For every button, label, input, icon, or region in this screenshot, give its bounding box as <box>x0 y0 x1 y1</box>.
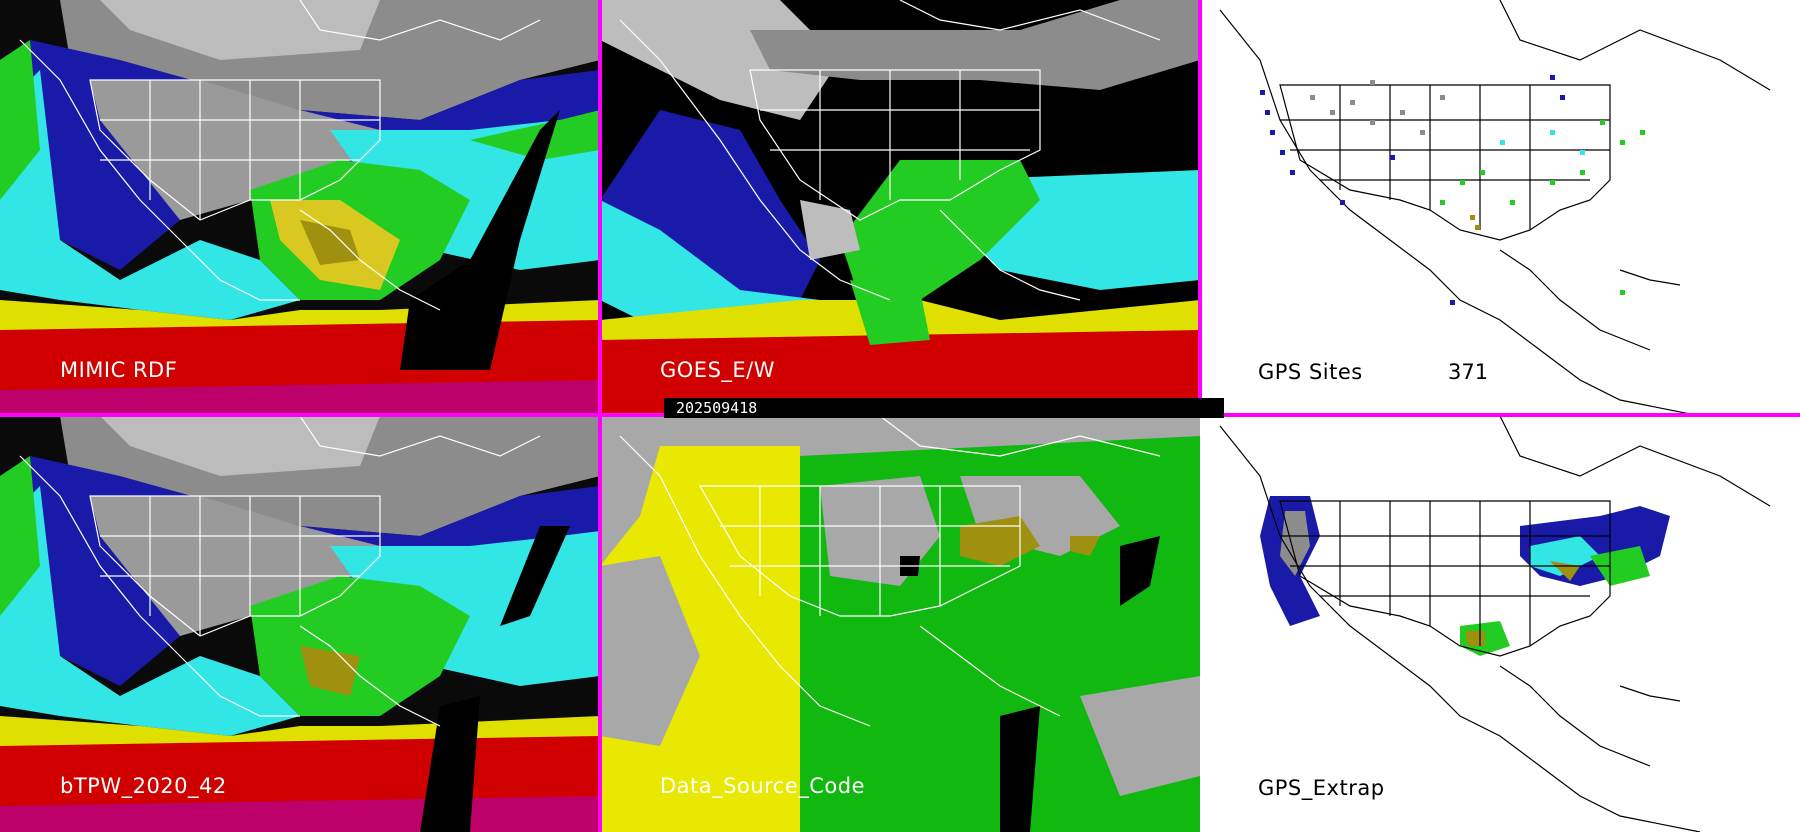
vertical-separator-right <box>1198 0 1202 416</box>
timestamp-bar: 202509418 <box>664 398 1224 418</box>
goes-panel: GOES_E/W <box>600 0 1200 416</box>
gps-extrap-map <box>1200 416 1800 832</box>
gps-site-count: 371 <box>1448 360 1489 384</box>
gps-sites-panel: GPS Sites 371 <box>1200 0 1800 416</box>
btpw-map <box>0 416 600 832</box>
panel-label: GOES_E/W <box>660 358 776 382</box>
panel-label: Data_Source_Code <box>660 774 866 798</box>
panel-label: MIMIC RDF <box>60 358 178 382</box>
panel-label: bTPW_2020_42 <box>60 774 227 798</box>
data-source-code-map <box>600 416 1200 832</box>
gps-sites-map <box>1200 0 1800 416</box>
btpw-panel: bTPW_2020_42 <box>0 416 600 832</box>
mimic-rdf-panel: MIMIC RDF <box>0 0 600 416</box>
panel-label: GPS Sites <box>1258 360 1363 384</box>
vertical-separator-left <box>598 0 602 832</box>
panel-label: GPS_Extrap <box>1258 776 1385 800</box>
data-source-code-panel: Data_Source_Code <box>600 416 1200 832</box>
gps-site-markers <box>1260 75 1645 305</box>
gps-extrap-panel: GPS_Extrap <box>1200 416 1800 832</box>
goes-map <box>600 0 1200 416</box>
mimic-rdf-map <box>0 0 600 416</box>
